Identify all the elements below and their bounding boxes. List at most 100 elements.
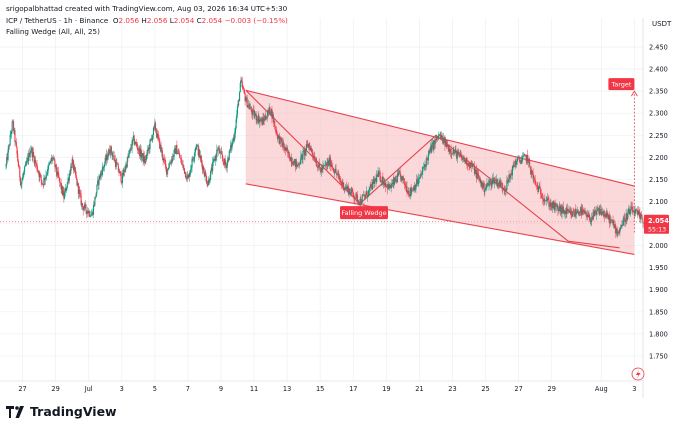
candle-body [168,167,170,170]
candle-body [187,175,189,178]
time-axis[interactable]: 27 29 Jul 3 5 7 9 11 13 15 17 19 21 23 25 27 29 Aug 3 [0,380,643,393]
candle-body [81,203,84,207]
candle-body [379,172,381,181]
candle-body [203,167,205,173]
candle-body [371,185,373,190]
candle-body [411,189,413,193]
candle-body [566,208,568,214]
candle-body [560,205,562,212]
candle-body [214,158,216,161]
candle-body [490,180,492,186]
price-tick-label: 2.150 [649,176,668,184]
open-value: 2.056 [118,16,140,25]
candle-body [210,167,212,171]
candle-body [303,150,305,156]
candle-body [287,150,289,154]
symbol-name[interactable]: ICP / TetherUS · 1h · Binance [6,16,109,25]
candle-body [239,92,241,102]
candle-body [8,145,10,150]
candle-body [365,191,367,195]
candle-body [284,147,286,150]
tradingview-logo[interactable]: TradingView [6,404,117,419]
candle-body [367,196,369,197]
time-tick-label: 13 [283,385,291,393]
candle-body [562,206,564,213]
candle-body [126,157,128,168]
candle-body [243,88,245,90]
candle-body [214,155,217,161]
candle-body [53,157,55,161]
candle-body [432,142,434,150]
candle-body [442,138,445,144]
candle-body [399,171,401,175]
candle-body [633,211,635,213]
candle-body [441,135,443,138]
candle-body [384,183,386,186]
candle-body [296,161,298,167]
indicator-legend[interactable]: Falling Wedge (All, All, 25) [6,27,100,36]
candle-body [68,178,70,181]
candle-body [92,204,95,215]
candle-body [69,173,71,175]
candle-body [78,189,80,194]
candle-body [317,166,319,168]
candle-body [523,154,525,157]
candle-body [311,148,313,153]
candle-body [306,144,308,145]
candle-body [79,192,81,195]
candle-body [183,168,186,174]
candle-body [151,138,153,140]
candle-body [491,179,493,184]
candle-body [247,105,249,108]
candle-body [415,185,417,190]
falling-wedge-drawing[interactable] [245,89,638,255]
price-tick-label: 1.950 [649,264,668,272]
candle-body [622,225,624,227]
candle-body [338,175,341,180]
candle-body [449,149,451,153]
candle-body [631,206,633,213]
candle-body [427,158,429,161]
price-axis[interactable]: 2.450 2.400 2.350 2.300 2.250 2.200 2.150 2.100… [642,18,668,398]
candle-body [195,146,197,149]
candle-body [50,160,52,162]
candle-body [458,151,460,155]
candle-body [133,135,135,145]
candle-body [558,209,560,211]
candle-body [21,176,24,181]
candle-body [473,165,475,167]
candle-body [202,167,204,170]
time-tick-label: 19 [382,385,390,393]
candle-body [83,208,85,211]
candle-body [347,186,349,195]
candle-body [261,118,263,121]
candle-body [20,183,22,186]
candle-body [589,220,591,223]
candle-body [380,181,383,183]
candle-body [601,211,603,216]
candle-body [44,177,46,181]
candle-body [167,168,169,170]
candle-body [494,179,496,181]
candle-body [241,81,243,88]
candle-body [341,181,343,185]
candle-body [559,206,561,212]
candle-body [387,184,389,190]
candle-body [458,153,460,155]
candle-body [185,178,188,180]
candle-body [221,151,223,155]
candle-body [340,181,342,182]
candle-body [616,228,618,235]
candle-body [433,140,435,150]
candle-body [297,164,299,165]
candle-body [592,212,594,219]
symbol-legend[interactable]: ICP / TetherUS · 1h · Binance O2.056 H2.… [6,16,288,25]
candle-body [489,180,491,181]
candle-body [582,209,584,210]
candle-body [132,139,134,141]
candle-body [406,186,408,193]
low-label: L [169,16,174,25]
candle-body [319,167,321,171]
candle-body [132,135,135,140]
